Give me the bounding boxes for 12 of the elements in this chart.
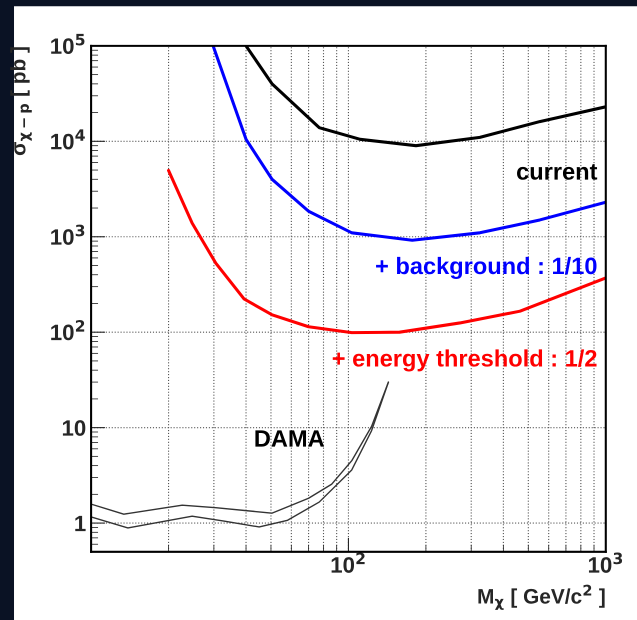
y-tick-label: 10$^{2}$ — [51, 320, 84, 340]
x-axis-title: M$_{χ}$ [ GeV/c$^{2}$ ] — [478, 584, 605, 610]
y-tick-label: 1 — [75, 516, 86, 532]
annotation: DAMA — [255, 430, 324, 447]
series-label: + background : 1/10 — [376, 256, 596, 280]
series-label: + energy threshold : 1/2 — [332, 349, 597, 372]
y-tick-label: 10$^{5}$ — [51, 34, 84, 54]
series-label: current — [517, 164, 598, 180]
y-axis-title: σ$_{χ−p}$ [ pb ] — [10, 47, 32, 156]
y-tick-label: 10$^{4}$ — [51, 129, 85, 150]
y-tick-label: 10$^{3}$ — [51, 224, 84, 245]
y-tick-label: 10 — [62, 420, 86, 436]
